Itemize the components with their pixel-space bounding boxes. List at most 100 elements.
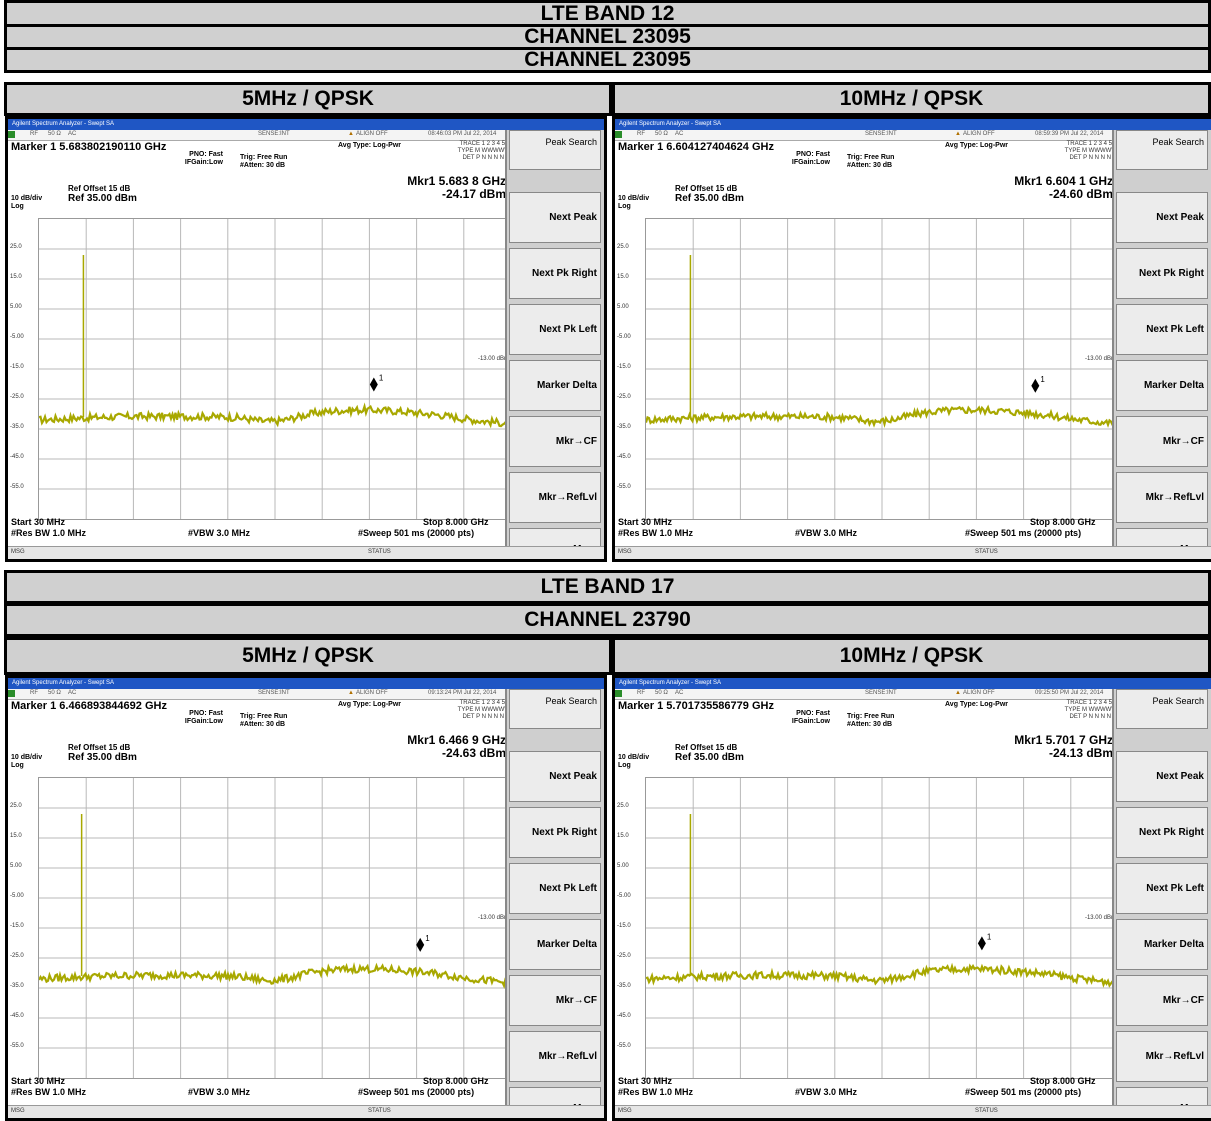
marker-readout: Marker 1 6.466893844692 GHz — [11, 700, 167, 712]
softkey-marker-delta[interactable]: Marker Delta — [509, 360, 601, 411]
marker-number: 1 — [1040, 375, 1045, 384]
softkey-mkr-reflvl[interactable]: Mkr→RefLvl — [509, 472, 601, 523]
avg-type: Avg Type: Log-Pwr — [945, 701, 1008, 709]
column-header-right: 10MHz / QPSK — [612, 82, 1211, 116]
softkey-marker-delta[interactable]: Marker Delta — [1116, 360, 1208, 411]
softkey-peak-search[interactable]: Peak Search — [509, 130, 601, 170]
softkey-next-peak[interactable]: Next Peak — [509, 192, 601, 243]
softkey-next-pk-right[interactable]: Next Pk Right — [1116, 248, 1208, 299]
y-tick-label: -25.0 — [617, 953, 631, 959]
y-tick-label: 5.00 — [10, 304, 22, 310]
marker-diamond-icon[interactable] — [370, 378, 378, 392]
start-frequency: Start 30 MHz — [618, 517, 672, 527]
softkey-peak-search[interactable]: Peak Search — [1116, 130, 1208, 170]
timestamp: 08:46:03 PM Jul 22, 2014 — [428, 131, 496, 137]
impedance-label: 50 Ω — [655, 690, 668, 696]
spectrum-analyzer-screen: Agilent Spectrum Analyzer - Swept SA RF … — [5, 116, 607, 562]
softkey-mkr-cf[interactable]: Mkr→CF — [1116, 416, 1208, 467]
stop-frequency: Stop 8.000 GHz — [423, 517, 489, 527]
softkey-next-peak[interactable]: Next Peak — [1116, 192, 1208, 243]
ref-level: Ref 35.00 dBm — [675, 195, 744, 203]
softkey-mkr-cf[interactable]: Mkr→CF — [509, 975, 601, 1026]
marker-number: 1 — [379, 374, 384, 383]
softkey-mkr-cf[interactable]: Mkr→CF — [509, 416, 601, 467]
trig-label: Trig: Free Run#Atten: 30 dB — [847, 713, 894, 729]
msg-label: MSG — [618, 549, 632, 555]
warning-icon: ▲ — [955, 690, 961, 696]
y-tick-label: -55.0 — [617, 484, 631, 490]
ref-offset: Ref Offset 15 dB — [68, 185, 130, 193]
ref-offset: Ref Offset 15 dB — [675, 185, 737, 193]
softkey-next-pk-left[interactable]: Next Pk Left — [509, 863, 601, 914]
align-label: ALIGN OFF — [356, 690, 388, 696]
ref-level: Ref 35.00 dBm — [68, 195, 137, 203]
impedance-label: 50 Ω — [655, 131, 668, 137]
remote-indicator-icon — [8, 131, 15, 138]
status-label[interactable]: STATUS — [975, 1108, 998, 1114]
softkey-peak-search[interactable]: Peak Search — [509, 689, 601, 729]
softkey-marker-delta[interactable]: Marker Delta — [509, 919, 601, 970]
msg-label: MSG — [11, 549, 25, 555]
status-label[interactable]: STATUS — [368, 549, 391, 555]
spectrum-analyzer-screen: Agilent Spectrum Analyzer - Swept SA RF … — [612, 116, 1211, 562]
softkey-next-pk-right[interactable]: Next Pk Right — [1116, 807, 1208, 858]
softkey-next-pk-right[interactable]: Next Pk Right — [509, 248, 601, 299]
softkey-marker-delta[interactable]: Marker Delta — [1116, 919, 1208, 970]
start-frequency: Start 30 MHz — [618, 1076, 672, 1086]
warning-icon: ▲ — [955, 131, 961, 137]
y-tick-label: 25.0 — [10, 803, 22, 809]
y-tick-label: -15.0 — [10, 364, 24, 370]
y-tick-label: 15.0 — [617, 274, 629, 280]
softkey-mkr-reflvl[interactable]: Mkr→RefLvl — [1116, 1031, 1208, 1082]
vbw: #VBW 3.0 MHz — [795, 528, 857, 538]
status-bar: MSG STATUS — [8, 1105, 604, 1118]
status-bar: MSG STATUS — [615, 546, 1211, 559]
softkey-next-pk-left[interactable]: Next Pk Left — [1116, 304, 1208, 355]
remote-indicator-icon — [8, 690, 15, 697]
y-tick-label: 15.0 — [617, 833, 629, 839]
rf-label: RF — [30, 690, 38, 696]
softkey-mkr-reflvl[interactable]: Mkr→RefLvl — [509, 1031, 601, 1082]
softkey-label: Marker Delta — [537, 380, 597, 391]
marker-frequency: Mkr1 5.683 8 GHz — [407, 175, 506, 187]
avg-type: Avg Type: Log-Pwr — [338, 142, 401, 150]
marker-diamond-icon[interactable] — [1031, 379, 1039, 393]
softkey-peak-search[interactable]: Peak Search — [1116, 689, 1208, 729]
y-tick-label: -55.0 — [617, 1043, 631, 1049]
warning-icon: ▲ — [348, 690, 354, 696]
y-tick-label: 15.0 — [10, 274, 22, 280]
marker-level: -24.60 dBm — [1049, 188, 1113, 200]
softkey-next-peak[interactable]: Next Peak — [509, 751, 601, 802]
status-label[interactable]: STATUS — [368, 1108, 391, 1114]
rf-label: RF — [637, 131, 645, 137]
marker-readout: Marker 1 6.604127404624 GHz — [618, 141, 774, 153]
softkey-label: Next Peak — [1156, 212, 1204, 223]
start-frequency: Start 30 MHz — [11, 1076, 65, 1086]
remote-indicator-icon — [615, 690, 622, 697]
softkey-mkr-reflvl[interactable]: Mkr→RefLvl — [1116, 472, 1208, 523]
softkey-mkr-cf[interactable]: Mkr→CF — [1116, 975, 1208, 1026]
y-tick-label: 5.00 — [617, 304, 629, 310]
sweep: #Sweep 501 ms (20000 pts) — [965, 528, 1081, 538]
vbw: #VBW 3.0 MHz — [188, 1087, 250, 1097]
status-label[interactable]: STATUS — [975, 549, 998, 555]
softkey-label: Marker Delta — [1144, 939, 1204, 950]
trig-label: Trig: Free Run#Atten: 30 dB — [240, 713, 287, 729]
softkey-label: Peak Search — [1152, 137, 1204, 147]
softkey-next-pk-left[interactable]: Next Pk Left — [509, 304, 601, 355]
remote-indicator-icon — [615, 131, 622, 138]
marker-diamond-icon[interactable] — [416, 938, 424, 952]
softkey-label: Next Pk Right — [532, 827, 597, 838]
marker-diamond-icon[interactable] — [978, 936, 986, 950]
softkey-next-peak[interactable]: Next Peak — [1116, 751, 1208, 802]
y-tick-label: -45.0 — [10, 454, 24, 460]
softkey-next-pk-left[interactable]: Next Pk Left — [1116, 863, 1208, 914]
softkey-next-pk-right[interactable]: Next Pk Right — [509, 807, 601, 858]
